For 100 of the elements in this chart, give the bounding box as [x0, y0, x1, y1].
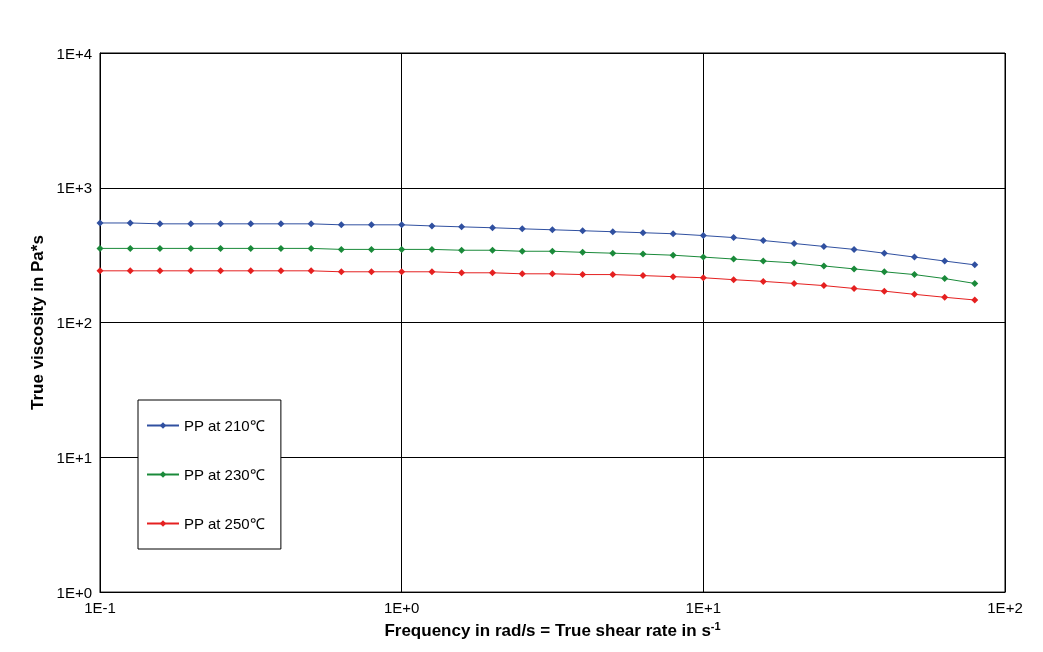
- point: [217, 267, 225, 275]
- point: [398, 245, 406, 253]
- point: [910, 271, 918, 279]
- legend-label: PP at 250℃: [184, 515, 265, 532]
- point: [759, 237, 767, 245]
- point: [307, 220, 315, 228]
- point: [699, 253, 707, 261]
- y-tick-label: 1E+1: [56, 448, 92, 466]
- point: [609, 249, 617, 257]
- point: [730, 234, 738, 242]
- y-axis-title: True viscosity in Pa*s: [27, 235, 47, 410]
- point: [156, 267, 164, 275]
- point: [428, 268, 436, 276]
- point: [398, 268, 406, 276]
- point: [579, 271, 587, 279]
- point: [609, 228, 617, 236]
- point: [850, 284, 858, 292]
- point: [850, 245, 858, 253]
- point: [910, 253, 918, 261]
- point: [126, 219, 134, 227]
- point: [880, 268, 888, 276]
- point: [126, 244, 134, 252]
- x-tick-label: 1E-1: [84, 599, 116, 617]
- point: [367, 268, 375, 276]
- x-tick-label: 1E+2: [987, 599, 1023, 617]
- point: [669, 230, 677, 238]
- point: [126, 267, 134, 275]
- point: [187, 244, 195, 252]
- point: [96, 219, 104, 227]
- point: [759, 257, 767, 265]
- point: [971, 261, 979, 269]
- y-tick-label: 1E+0: [56, 583, 92, 601]
- y-tick-label: 1E+3: [56, 179, 92, 197]
- point: [699, 274, 707, 282]
- x-tick-label: 1E+1: [685, 599, 722, 617]
- point: [247, 267, 255, 275]
- point: [217, 220, 225, 228]
- point: [850, 265, 858, 273]
- point: [217, 244, 225, 252]
- point: [247, 244, 255, 252]
- point: [458, 246, 466, 254]
- point: [458, 269, 466, 277]
- point: [428, 245, 436, 253]
- point: [187, 220, 195, 228]
- point: [156, 220, 164, 228]
- point: [548, 270, 556, 278]
- point: [518, 225, 526, 233]
- point: [337, 221, 345, 229]
- point: [398, 221, 406, 229]
- point: [428, 222, 436, 230]
- point: [548, 247, 556, 255]
- legend-label: PP at 230℃: [184, 466, 265, 483]
- point: [759, 277, 767, 285]
- point: [337, 245, 345, 253]
- point: [880, 287, 888, 295]
- point: [307, 267, 315, 275]
- point: [367, 221, 375, 229]
- point: [880, 249, 888, 257]
- point: [337, 268, 345, 276]
- point: [518, 247, 526, 255]
- point: [639, 272, 647, 280]
- point: [971, 296, 979, 304]
- point: [277, 267, 285, 275]
- y-tick-label: 1E+2: [56, 314, 92, 332]
- y-tick-label: 1E+4: [56, 44, 92, 62]
- point: [730, 276, 738, 284]
- point: [96, 267, 104, 275]
- point: [941, 275, 949, 283]
- point: [941, 293, 949, 301]
- point: [488, 246, 496, 254]
- point: [548, 226, 556, 234]
- point: [277, 220, 285, 228]
- point: [820, 282, 828, 290]
- point: [277, 244, 285, 252]
- point: [488, 224, 496, 232]
- point: [156, 244, 164, 252]
- point: [488, 269, 496, 277]
- point: [730, 255, 738, 263]
- point: [518, 270, 526, 278]
- point: [790, 239, 798, 247]
- point: [820, 242, 828, 250]
- point: [699, 232, 707, 240]
- point: [96, 244, 104, 252]
- point: [367, 245, 375, 253]
- point: [669, 273, 677, 281]
- point: [820, 262, 828, 270]
- point: [639, 250, 647, 258]
- point: [579, 248, 587, 256]
- legend-label: PP at 210℃: [184, 417, 265, 434]
- point: [790, 279, 798, 287]
- point: [458, 223, 466, 231]
- point: [307, 244, 315, 252]
- point: [247, 220, 255, 228]
- point: [971, 279, 979, 287]
- point: [187, 267, 195, 275]
- point: [790, 259, 798, 267]
- point: [639, 229, 647, 237]
- x-tick-label: 1E+0: [383, 599, 420, 617]
- point: [579, 227, 587, 235]
- point: [941, 257, 949, 265]
